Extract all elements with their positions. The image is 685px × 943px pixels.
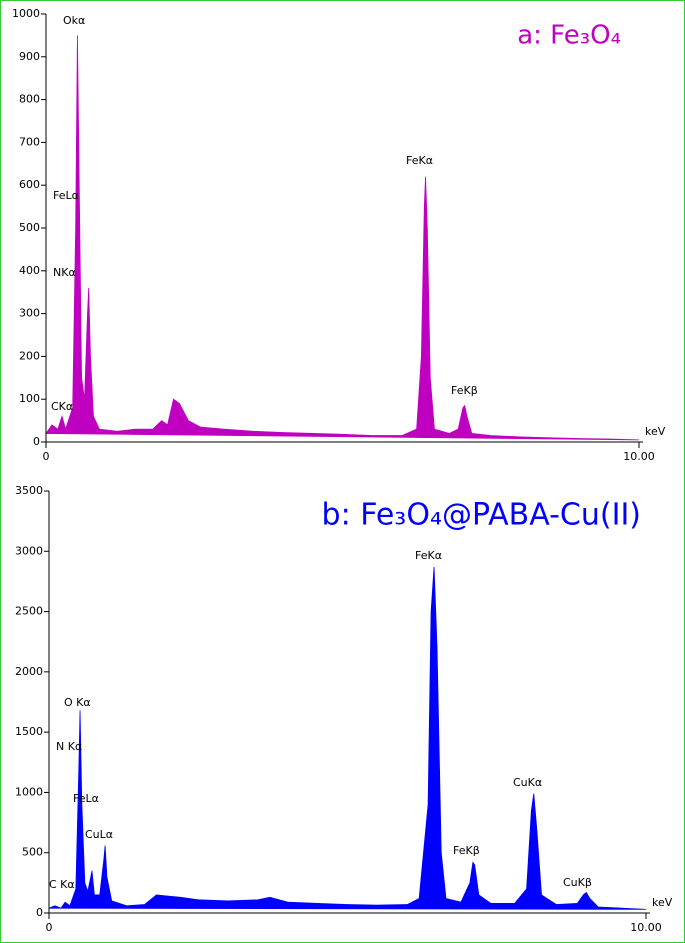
peak-label: FeLα — [53, 189, 79, 202]
peak-label: Okα — [63, 14, 85, 27]
peak-label: CuKα — [513, 776, 542, 789]
y-tick-label: 100 — [19, 392, 40, 405]
peak-label: N Kα — [56, 740, 82, 753]
y-tick-label: 700 — [19, 135, 40, 148]
x-axis-label: keV — [652, 896, 673, 909]
y-tick-label: 2500 — [15, 605, 43, 618]
y-tick-label: 900 — [19, 50, 40, 63]
x-tick-label: 0 — [46, 921, 53, 934]
peak-label: FeKβ — [453, 844, 480, 857]
peak-label: CuLα — [85, 828, 113, 841]
y-tick-label: 800 — [19, 93, 40, 106]
y-tick-label: 200 — [19, 349, 40, 362]
peak-label: FeLα — [73, 792, 99, 805]
y-tick-label: 0 — [33, 435, 40, 448]
peak-label: O Kα — [64, 696, 91, 709]
panel-title: a: Fe₃O₄ — [517, 21, 621, 51]
panel-title: b: Fe₃O₄@PABA-Cu(II) — [322, 498, 641, 533]
y-tick-label: 1000 — [12, 7, 40, 20]
spectrum — [48, 566, 647, 910]
y-tick-label: 0 — [36, 906, 43, 919]
peak-label: CKα — [51, 400, 73, 413]
y-tick-label: 500 — [22, 846, 43, 859]
y-tick-label: 500 — [19, 221, 40, 234]
x-tick-label: 10.00 — [630, 921, 662, 934]
peak-label: FeKα — [406, 154, 433, 167]
x-tick-label: 10.00 — [623, 450, 655, 463]
y-tick-label: 2000 — [15, 665, 43, 678]
y-tick-label: 3000 — [15, 544, 43, 557]
x-tick-label: 0 — [43, 450, 50, 463]
spectrum — [45, 35, 640, 441]
peak-label: NKα — [53, 266, 76, 279]
y-tick-label: 400 — [19, 264, 40, 277]
peak-label: C Kα — [49, 878, 75, 891]
y-tick-label: 3500 — [15, 484, 43, 497]
x-axis-label: keV — [645, 425, 666, 438]
y-tick-label: 1000 — [15, 785, 43, 798]
y-tick-label: 300 — [19, 307, 40, 320]
peak-label: CuKβ — [563, 876, 592, 889]
y-tick-label: 600 — [19, 178, 40, 191]
peak-label: FeKα — [415, 549, 442, 562]
y-tick-label: 1500 — [15, 725, 43, 738]
peak-label: FeKβ — [451, 384, 478, 397]
